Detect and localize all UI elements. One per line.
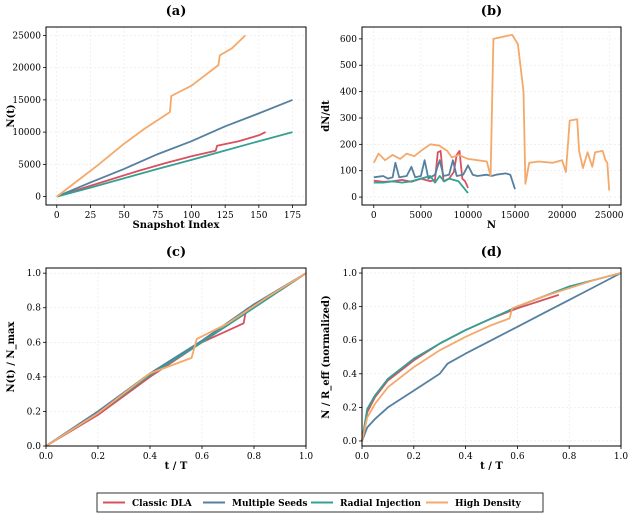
panel-title: (b) bbox=[481, 4, 502, 19]
series-line-multi bbox=[373, 159, 516, 190]
legend-label-multi: Multiple Seeds bbox=[232, 499, 307, 509]
legend-label-radial: Radial Injection bbox=[340, 499, 421, 509]
axes-frame bbox=[45, 26, 307, 206]
panel-title: (c) bbox=[166, 245, 186, 260]
y-tick-label: 0.4 bbox=[27, 373, 42, 383]
y-axis-label: dN/dt bbox=[321, 100, 332, 132]
y-tick-label: 0 bbox=[351, 193, 357, 203]
x-tick-label: 1.0 bbox=[299, 452, 314, 462]
series-line-high bbox=[372, 34, 611, 191]
y-tick-label: 0.0 bbox=[343, 437, 358, 447]
series-line-high bbox=[56, 34, 247, 198]
x-tick-label: 125 bbox=[217, 211, 234, 221]
x-tick-label: 25 bbox=[85, 211, 97, 221]
y-tick-label: 1.0 bbox=[343, 269, 358, 279]
series-line-radial bbox=[361, 272, 622, 442]
x-tick-label: 0.0 bbox=[355, 452, 370, 462]
x-tick-label: 75 bbox=[152, 211, 164, 221]
panel-2: 0.0 0.2 0.4 0.6 0.8 1.0 0.0 0.2 0.4 0.6 0.8 1.0 (c) t… bbox=[6, 245, 313, 472]
y-tick-label: 0.8 bbox=[343, 303, 358, 313]
legend-label-high: High Density bbox=[455, 499, 522, 509]
y-tick-label: 0.6 bbox=[27, 338, 42, 348]
y-tick-label: 600 bbox=[340, 35, 357, 45]
series-line-high bbox=[45, 272, 307, 447]
x-tick-label: 15000 bbox=[501, 211, 530, 221]
x-tick-label: 0.2 bbox=[407, 452, 421, 462]
x-tick-label: 25000 bbox=[595, 211, 624, 221]
x-tick-label: 0 bbox=[54, 211, 60, 221]
x-axis-label: N bbox=[487, 220, 496, 231]
y-axis-label: N(t) / N_max bbox=[6, 320, 17, 392]
y-tick-label: 25000 bbox=[12, 31, 41, 41]
legend-label-classic: Classic DLA bbox=[132, 499, 193, 509]
x-tick-label: 0.6 bbox=[510, 452, 525, 462]
x-tick-label: 0 bbox=[371, 211, 377, 221]
x-tick-label: 50 bbox=[118, 211, 130, 221]
y-axis-label: N(t) bbox=[6, 104, 17, 127]
series-line-high bbox=[361, 272, 622, 442]
y-tick-label: 1.0 bbox=[27, 269, 42, 279]
x-tick-label: 0.2 bbox=[91, 452, 105, 462]
y-tick-label: 0.4 bbox=[343, 370, 358, 380]
series-line-multi bbox=[56, 99, 293, 198]
y-tick-label: 10000 bbox=[12, 128, 41, 138]
panel-3: 0.0 0.2 0.4 0.6 0.8 1.0 0.0 0.2 0.4 0.6 0.8 1.0 (d) t… bbox=[321, 245, 628, 472]
axes-frame bbox=[361, 26, 622, 206]
x-tick-label: 175 bbox=[284, 211, 301, 221]
series-line-radial bbox=[373, 175, 469, 194]
panel-title: (d) bbox=[481, 245, 502, 260]
panel-1: 0 5000 10000 15000 20000 25000 0 100 200 300 400 50… bbox=[321, 4, 624, 231]
series-line-classic bbox=[361, 294, 560, 442]
x-tick-label: 1.0 bbox=[614, 452, 629, 462]
y-tick-label: 0.6 bbox=[343, 336, 358, 346]
panel-title: (a) bbox=[166, 4, 187, 19]
x-axis-label: t / T bbox=[480, 461, 503, 472]
y-tick-label: 0.8 bbox=[27, 304, 42, 314]
legend: Classic DLA Multiple Seeds Radial Injectio… bbox=[96, 492, 544, 513]
x-tick-label: 150 bbox=[250, 211, 267, 221]
series-line-radial bbox=[56, 131, 293, 198]
x-tick-label: 100 bbox=[183, 211, 200, 221]
y-tick-label: 300 bbox=[340, 114, 357, 124]
y-axis-label: N / R_eff (normalized) bbox=[321, 295, 332, 418]
panel-0: 0 25 50 75 100 125 150 175 0 5000 10000 15000 20000 2… bbox=[6, 4, 307, 231]
x-tick-label: 0.4 bbox=[458, 452, 473, 462]
x-tick-label: 0.8 bbox=[562, 452, 577, 462]
x-tick-label: 0.4 bbox=[143, 452, 158, 462]
x-tick-label: 0.0 bbox=[39, 452, 54, 462]
x-axis-label: Snapshot Index bbox=[133, 220, 221, 231]
series-line-multi bbox=[45, 272, 307, 447]
axes-frame bbox=[361, 267, 622, 447]
y-tick-label: 0.0 bbox=[27, 442, 42, 452]
y-tick-label: 100 bbox=[340, 167, 357, 177]
x-tick-label: 10000 bbox=[454, 211, 483, 221]
y-tick-label: 5000 bbox=[18, 160, 41, 170]
x-tick-label: 0.8 bbox=[247, 452, 262, 462]
x-tick-label: 0.6 bbox=[195, 452, 210, 462]
y-tick-label: 20000 bbox=[12, 64, 41, 74]
y-tick-label: 0.2 bbox=[27, 407, 41, 417]
x-axis-label: t / T bbox=[165, 461, 188, 472]
y-tick-label: 500 bbox=[340, 61, 357, 71]
x-tick-label: 20000 bbox=[548, 211, 577, 221]
y-tick-label: 0.2 bbox=[343, 403, 357, 413]
y-tick-label: 15000 bbox=[12, 96, 41, 106]
series-line-multi bbox=[361, 272, 622, 442]
y-tick-label: 400 bbox=[340, 88, 357, 98]
axes-frame bbox=[45, 267, 307, 447]
series-line-classic bbox=[56, 131, 266, 198]
y-tick-label: 0 bbox=[35, 193, 41, 203]
y-tick-label: 200 bbox=[340, 140, 357, 150]
x-tick-label: 5000 bbox=[409, 211, 432, 221]
